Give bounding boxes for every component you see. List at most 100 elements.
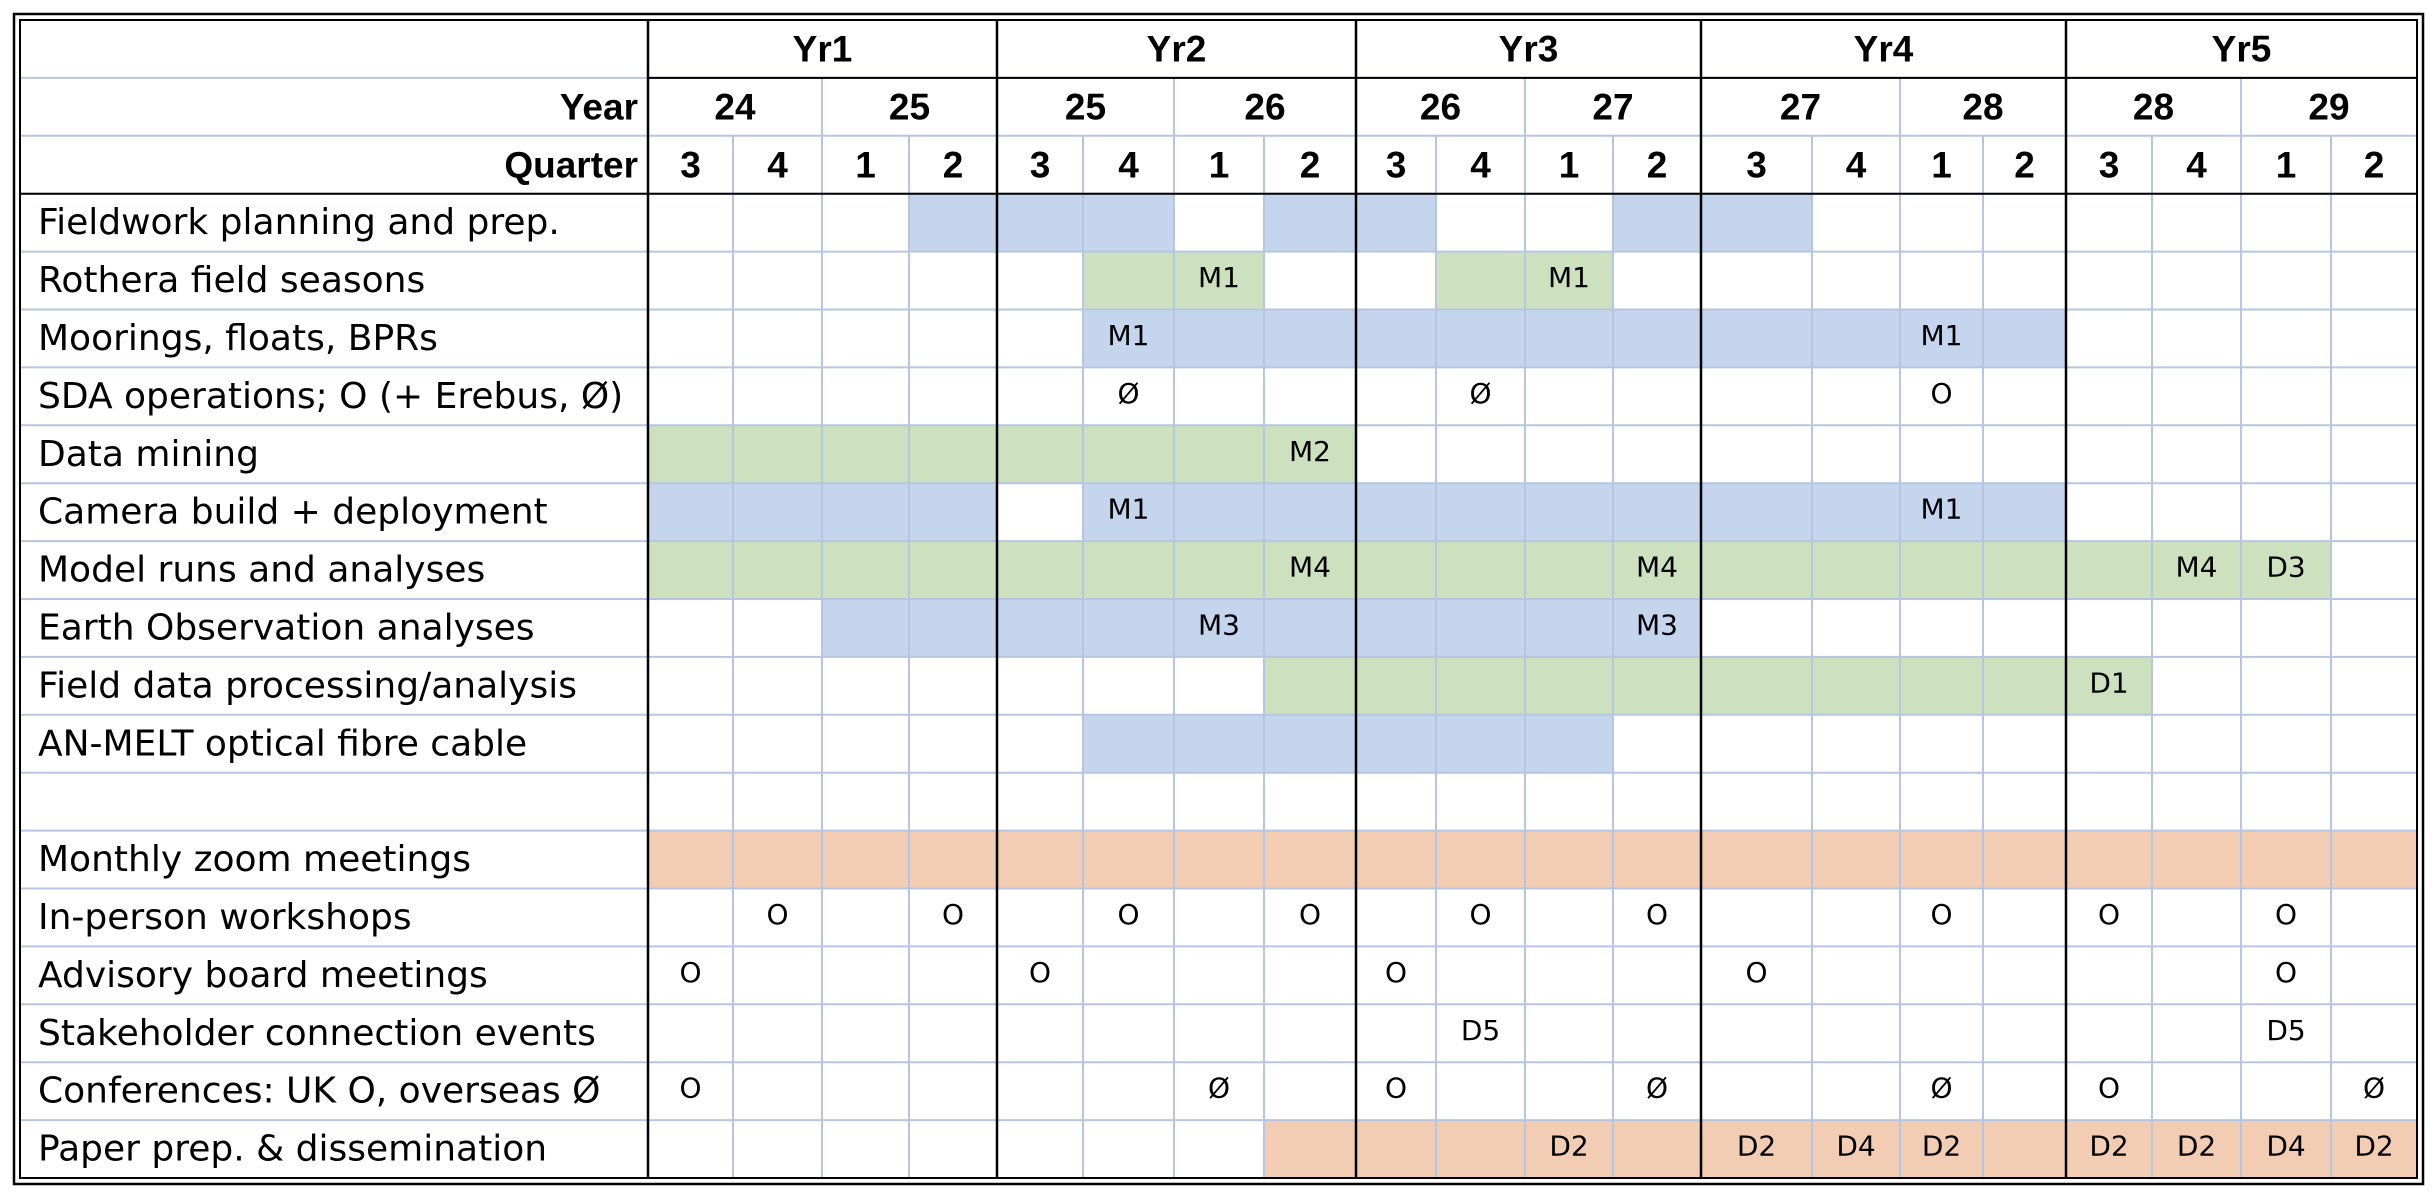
quarter-header: 1	[2276, 144, 2297, 185]
quarter-header: 2	[1300, 144, 1321, 185]
milestone-mark: Ø	[1117, 377, 1139, 410]
quarter-header: 3	[680, 144, 701, 185]
bar-blue	[1083, 309, 2066, 368]
year-header: Yr1	[793, 28, 853, 69]
quarter-header: 1	[1931, 144, 1952, 185]
quarter-header: 3	[1746, 144, 1767, 185]
milestone-mark: D4	[1836, 1130, 1875, 1163]
milestone-mark: O	[1930, 898, 1952, 931]
milestone-mark: M3	[1636, 608, 1678, 641]
task-label: Field data processing/analysis	[38, 665, 577, 706]
quarter-row-label: Quarter	[504, 144, 638, 185]
task-label: SDA operations; O (+ Erebus, Ø)	[38, 376, 623, 417]
quarter-header: 1	[1559, 144, 1580, 185]
bar-green	[648, 541, 2331, 599]
inner-border	[19, 19, 2418, 1179]
bar-orange	[1264, 1120, 2417, 1178]
bar-green	[1264, 656, 2152, 715]
grid-lines	[12, 12, 2425, 1186]
milestone-mark: D5	[2266, 1014, 2305, 1047]
quarter-header: 4	[767, 144, 788, 185]
milestone-mark: Ø	[1469, 377, 1491, 410]
milestone-mark: O	[1385, 1072, 1407, 1105]
quarter-header: 2	[943, 144, 964, 185]
task-label: Advisory board meetings	[38, 955, 488, 996]
quarter-header: 4	[1118, 144, 1139, 185]
calendar-year-header: 26	[1420, 86, 1461, 127]
milestone-mark: D1	[2089, 666, 2128, 699]
milestone-mark: D2	[1737, 1130, 1776, 1163]
task-label: Camera build + deployment	[38, 492, 548, 533]
milestone-mark: M4	[2176, 551, 2218, 584]
milestone-mark: O	[1029, 956, 1051, 989]
task-label: Model runs and analyses	[38, 550, 485, 591]
milestone-mark: O	[766, 898, 788, 931]
year-header: Yr3	[1499, 28, 1559, 69]
milestone-mark: M4	[1289, 551, 1331, 584]
quarter-header: 4	[2186, 144, 2207, 185]
bar-blue	[1083, 714, 1613, 773]
task-label: Conferences: UK O, overseas Ø	[38, 1071, 600, 1112]
task-label: Rothera field seasons	[38, 260, 425, 301]
bar-green	[648, 425, 1356, 484]
quarter-header: 4	[1846, 144, 1867, 185]
task-label: Stakeholder connection events	[38, 1013, 596, 1054]
milestone-mark: O	[1646, 898, 1668, 931]
quarter-header: 3	[1030, 144, 1051, 185]
task-label: Fieldwork planning and prep.	[38, 202, 560, 243]
quarter-header: 4	[1470, 144, 1491, 185]
milestone-mark: D2	[1549, 1130, 1588, 1163]
milestone-mark: D2	[2354, 1130, 2393, 1163]
bar-blue	[909, 193, 1174, 252]
bar-blue	[1264, 193, 1436, 252]
milestone-mark: O	[942, 898, 964, 931]
task-label: Earth Observation analyses	[38, 607, 535, 648]
quarter-header: 3	[1386, 144, 1407, 185]
quarter-header: 2	[2014, 144, 2035, 185]
bar-blue	[1613, 193, 1812, 252]
calendar-year-header: 25	[889, 86, 930, 127]
milestone-mark: M4	[1636, 551, 1678, 584]
milestone-mark: O	[1117, 898, 1139, 931]
milestone-mark: D2	[1922, 1130, 1961, 1163]
milestone-mark: Ø	[1208, 1072, 1230, 1105]
task-label: AN-MELT optical fibre cable	[38, 723, 527, 764]
quarter-header: 2	[1647, 144, 1668, 185]
calendar-year-header: 24	[714, 86, 756, 127]
milestone-mark: D5	[1461, 1014, 1500, 1047]
milestone-mark: M1	[1108, 319, 1150, 352]
milestone-mark: O	[1385, 956, 1407, 989]
milestone-mark: M2	[1289, 435, 1331, 468]
year-row-label: Year	[560, 86, 638, 127]
milestone-mark: O	[1930, 377, 1952, 410]
year-header: Yr2	[1147, 28, 1207, 69]
milestone-mark: D2	[2089, 1130, 2128, 1163]
task-label: Monthly zoom meetings	[38, 839, 471, 880]
milestone-mark: M3	[1198, 608, 1240, 641]
year-header: Yr4	[1854, 28, 1914, 69]
milestone-mark: M1	[1198, 261, 1240, 294]
quarter-header: 3	[2099, 144, 2120, 185]
calendar-year-header: 27	[1592, 86, 1633, 127]
milestone-mark: O	[679, 956, 701, 989]
task-label: Paper prep. & dissemination	[38, 1129, 547, 1170]
milestone-mark: O	[1469, 898, 1491, 931]
calendar-year-header: 28	[2133, 86, 2174, 127]
milestone-mark: M1	[1548, 261, 1590, 294]
quarter-header: 1	[1209, 144, 1230, 185]
milestone-mark: O	[1745, 956, 1767, 989]
milestone-mark: M1	[1921, 493, 1963, 526]
milestone-mark: O	[2275, 956, 2297, 989]
calendar-year-header: 27	[1780, 86, 1821, 127]
milestone-mark: D3	[2266, 551, 2305, 584]
milestone-mark: O	[1299, 898, 1321, 931]
milestone-mark: Ø	[1646, 1072, 1668, 1105]
calendar-year-header: 25	[1065, 86, 1106, 127]
bar-orange	[648, 830, 2417, 889]
milestone-mark: M1	[1108, 493, 1150, 526]
milestone-mark: D2	[2177, 1130, 2216, 1163]
task-label: In-person workshops	[38, 897, 412, 938]
task-label: Moorings, floats, BPRs	[38, 318, 438, 359]
